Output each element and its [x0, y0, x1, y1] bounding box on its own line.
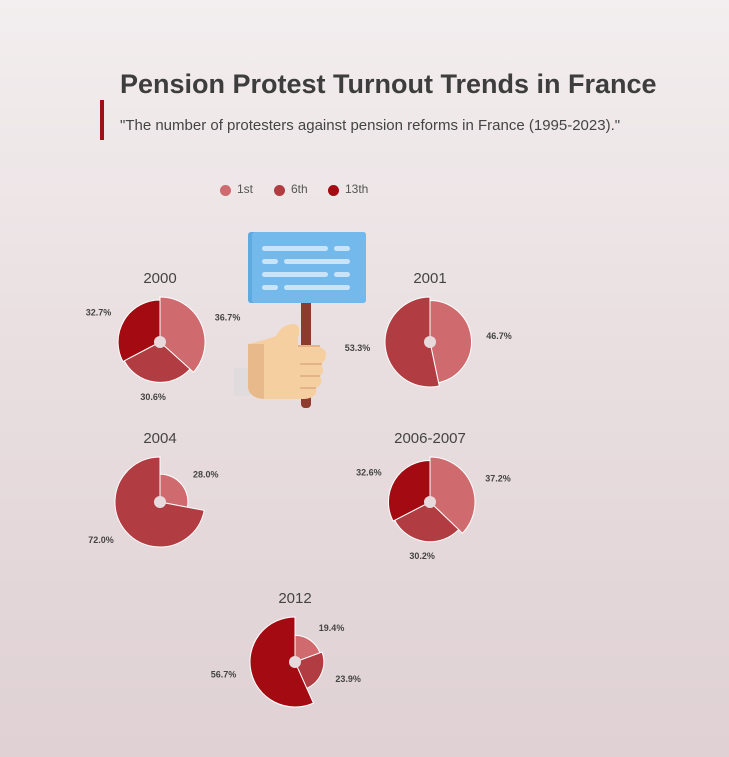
protester-sign-illustration — [234, 232, 366, 408]
legend-swatch — [328, 185, 339, 196]
pie-center-hole — [424, 496, 436, 508]
pie-center-hole — [289, 656, 301, 668]
pie-2004: 2004 28.0% 72.0% — [88, 430, 219, 548]
pie-slice-6th[interactable] — [123, 341, 191, 383]
pie-slice-label: 36.7% — [215, 313, 241, 323]
pie-slice-label: 46.7% — [486, 331, 512, 341]
pie-slice-1st[interactable] — [429, 456, 476, 534]
legend-label: 6th — [291, 182, 308, 196]
pie-slice-1st[interactable] — [429, 299, 472, 384]
legend-item-13th[interactable]: 13th — [328, 182, 368, 197]
legend-label: 13th — [345, 182, 369, 196]
legend-item-6th[interactable]: 6th — [274, 182, 308, 197]
pie-slice-13th[interactable] — [387, 459, 431, 522]
pie-title: 2012 — [278, 590, 311, 607]
pie-center-hole — [424, 336, 436, 348]
pie-slice-1st[interactable] — [159, 296, 206, 373]
pie-slice-1st[interactable] — [159, 473, 189, 508]
pie-title: 2000 — [143, 270, 176, 287]
pie-slice-label: 19.4% — [319, 623, 345, 633]
pie-center-hole — [154, 496, 166, 508]
pie-2000: 2000 36.7% 30.6% 32.7% — [86, 270, 241, 402]
pie-slice-6th[interactable] — [394, 501, 460, 543]
pie-2006-2007: 2006-2007 37.2% 30.2% 32.6% — [356, 430, 511, 561]
pie-slice-label: 32.7% — [86, 308, 112, 318]
pie-slice-13th[interactable] — [117, 299, 161, 363]
pie-slice-label: 32.6% — [356, 468, 382, 478]
title-accent-bar — [100, 100, 104, 140]
pie-slice-label: 23.9% — [335, 674, 361, 684]
legend-swatch — [274, 185, 285, 196]
pie-slice-13th[interactable] — [249, 616, 315, 708]
pie-title: 2001 — [413, 270, 446, 287]
legend-item-1st[interactable]: 1st — [220, 182, 253, 197]
pie-title: 2004 — [143, 430, 176, 447]
pie-slice-label: 30.6% — [140, 392, 166, 402]
pie-2001: 2001 46.7% 53.3% — [345, 270, 512, 388]
pie-2012: 2012 19.4% 23.9% 56.7% — [211, 590, 361, 708]
pie-slice-label: 53.3% — [345, 343, 371, 353]
pie-title: 2006-2007 — [394, 430, 466, 447]
pie-slice-6th[interactable] — [384, 296, 440, 388]
pie-slice-label: 30.2% — [409, 551, 435, 561]
page-title: Pension Protest Turnout Trends in France — [120, 69, 657, 99]
page-subtitle: "The number of protesters against pensio… — [120, 117, 621, 134]
legend-swatch — [220, 185, 231, 196]
pie-slice-label: 56.7% — [211, 670, 237, 680]
pie-slice-label: 28.0% — [193, 470, 219, 480]
legend-label: 1st — [237, 182, 254, 196]
pie-slice-label: 72.0% — [88, 535, 114, 545]
pie-center-hole — [154, 336, 166, 348]
pie-slice-6th[interactable] — [294, 651, 325, 689]
pie-slice-label: 37.2% — [485, 474, 511, 484]
